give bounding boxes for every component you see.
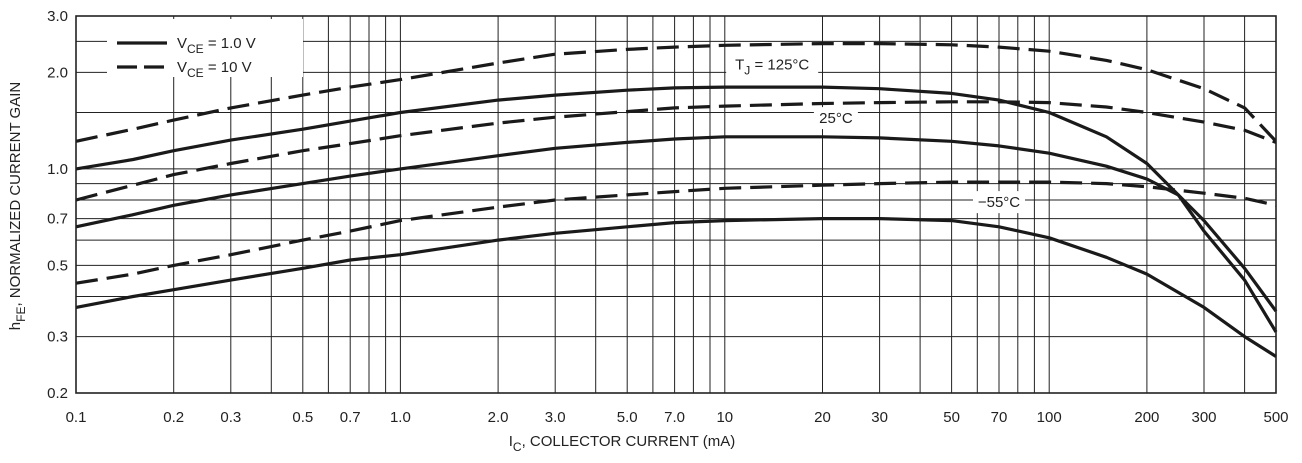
legend-label: VCE = 1.0 V <box>177 35 256 56</box>
x-tick-label: 200 <box>1134 409 1159 426</box>
plot-background <box>76 16 1276 393</box>
x-axis-title: IC, COLLECTOR CURRENT (mA) <box>509 433 735 454</box>
x-tick-label: 500 <box>1263 409 1288 426</box>
curve-vce-10v <box>75 100 1277 202</box>
x-tick-label: 1.0 <box>390 409 411 426</box>
curve-vce-1v <box>75 85 1278 313</box>
y-tick-label: 0.5 <box>47 257 68 274</box>
y-tick-label: 0.7 <box>47 211 68 228</box>
temperature-label: 25°C <box>819 110 853 127</box>
y-tick-label: 0.2 <box>47 385 68 402</box>
curve-vce-10v <box>75 180 1277 285</box>
x-tick-label: 0.2 <box>163 409 184 426</box>
curve-vce-1v <box>75 135 1278 333</box>
x-tick-label: 0.3 <box>220 409 241 426</box>
y-axis-title: hFE, NORMALIZED CURRENT GAIN <box>7 82 28 330</box>
x-tick-label: 7.0 <box>664 409 685 426</box>
curve-vce-10v <box>75 42 1278 143</box>
x-tick-label: 10 <box>716 409 733 426</box>
x-tick-label: 100 <box>1037 409 1062 426</box>
annotation-background <box>973 191 1025 214</box>
x-tick-label: 3.0 <box>545 409 566 426</box>
y-tick-label: 2.0 <box>47 64 68 81</box>
curve-vce-1v <box>75 217 1277 358</box>
x-tick-label: 0.5 <box>292 409 313 426</box>
annotation-background <box>813 107 858 130</box>
legend-background <box>107 19 303 77</box>
x-tick-label: 70 <box>991 409 1008 426</box>
x-tick-label: 2.0 <box>488 409 509 426</box>
x-tick-labels: 0.1 0.2 0.3 0.5 0.7 1.0 2.0 3.0 5.0 7.0 10 20 30 50 70… <box>66 409 1289 426</box>
plot-frame <box>75 15 1277 394</box>
y-tick-labels: 0.2 0.3 0.5 0.7 1.0 2.0 3.0 <box>47 8 68 402</box>
temperature-label: TJ = 125°C <box>735 57 809 78</box>
y-tick-label: 0.3 <box>47 329 68 346</box>
data-series <box>75 42 1278 358</box>
x-tick-label: 0.1 <box>66 409 87 426</box>
x-tick-label: 30 <box>871 409 888 426</box>
x-tick-label: 5.0 <box>617 409 638 426</box>
annotation-background <box>726 53 819 76</box>
x-tick-label: 300 <box>1191 409 1216 426</box>
legend-label: VCE = 10 V <box>177 59 252 80</box>
x-tick-label: 50 <box>943 409 960 426</box>
y-tick-label: 3.0 <box>47 8 68 25</box>
curve-annotations: TJ = 125°C 25°C −55°C <box>726 53 1025 214</box>
legend: VCE = 1.0 V VCE = 10 V <box>117 35 256 80</box>
x-tick-label: 0.7 <box>340 409 361 426</box>
y-tick-label: 1.0 <box>47 161 68 178</box>
x-tick-label: 20 <box>814 409 831 426</box>
temperature-label: −55°C <box>978 194 1020 211</box>
grid-lines <box>75 15 1277 394</box>
